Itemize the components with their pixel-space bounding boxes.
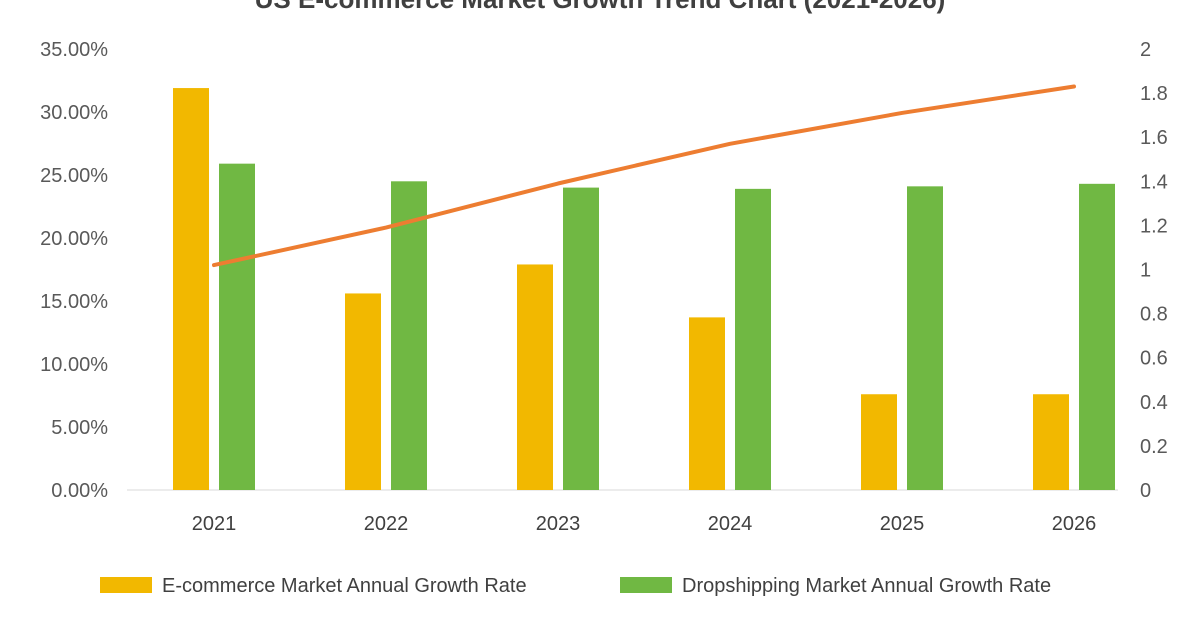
right-axis-tick: 1.8	[1140, 83, 1168, 105]
legend-label-2: US E-commerce Market Size (trillion USD)	[162, 626, 539, 628]
bar-ecommerce-2026	[1033, 394, 1069, 490]
right-axis-tick: 0.8	[1140, 304, 1168, 326]
left-axis-tick: 25.00%	[40, 165, 108, 187]
left-axis-tick: 0.00%	[51, 480, 108, 502]
left-axis-tick: 10.00%	[40, 354, 108, 376]
legend-label-1: Dropshipping Market Annual Growth Rate	[682, 575, 1051, 597]
bar-ecommerce-2022	[345, 293, 381, 490]
bar-dropshipping-2022	[391, 181, 427, 491]
chart-title: US E-commerce Market Growth Trend Chart …	[255, 0, 946, 14]
category-label: 2023	[536, 513, 581, 535]
left-axis-tick: 35.00%	[40, 39, 108, 61]
bar-dropshipping-2025	[907, 186, 943, 490]
bar-ecommerce-2024	[689, 317, 725, 490]
category-label: 2026	[1052, 513, 1097, 535]
right-axis-tick: 1.6	[1140, 127, 1168, 149]
left-axis-tick: 30.00%	[40, 102, 108, 124]
right-axis-tick: 0.6	[1140, 348, 1168, 370]
bar-dropshipping-2023	[563, 187, 599, 490]
right-axis-tick: 2	[1140, 39, 1151, 61]
category-label: 2021	[192, 513, 237, 535]
left-axis-tick: 15.00%	[40, 291, 108, 313]
category-label: 2024	[708, 513, 753, 535]
legend-swatch-0	[100, 577, 152, 593]
right-axis-tick: 0.4	[1140, 392, 1168, 414]
legend-label-0: E-commerce Market Annual Growth Rate	[162, 575, 527, 597]
category-label: 2025	[880, 513, 925, 535]
bar-dropshipping-2026	[1079, 183, 1115, 490]
bar-dropshipping-2021	[219, 163, 255, 490]
legend-swatch-1	[620, 577, 672, 593]
bar-dropshipping-2024	[735, 188, 771, 491]
right-axis-tick: 1.2	[1140, 215, 1168, 237]
left-axis-tick: 5.00%	[51, 417, 108, 439]
bar-ecommerce-2023	[517, 264, 553, 490]
bar-ecommerce-2025	[861, 394, 897, 490]
bar-ecommerce-2021	[173, 88, 209, 490]
right-axis-tick: 1	[1140, 260, 1151, 282]
right-axis-tick: 0.2	[1140, 436, 1168, 458]
category-label: 2022	[364, 513, 409, 535]
right-axis-tick: 1.4	[1140, 171, 1168, 193]
right-axis-tick: 0	[1140, 480, 1151, 502]
left-axis-tick: 20.00%	[40, 228, 108, 250]
line-market-size	[212, 84, 1076, 268]
